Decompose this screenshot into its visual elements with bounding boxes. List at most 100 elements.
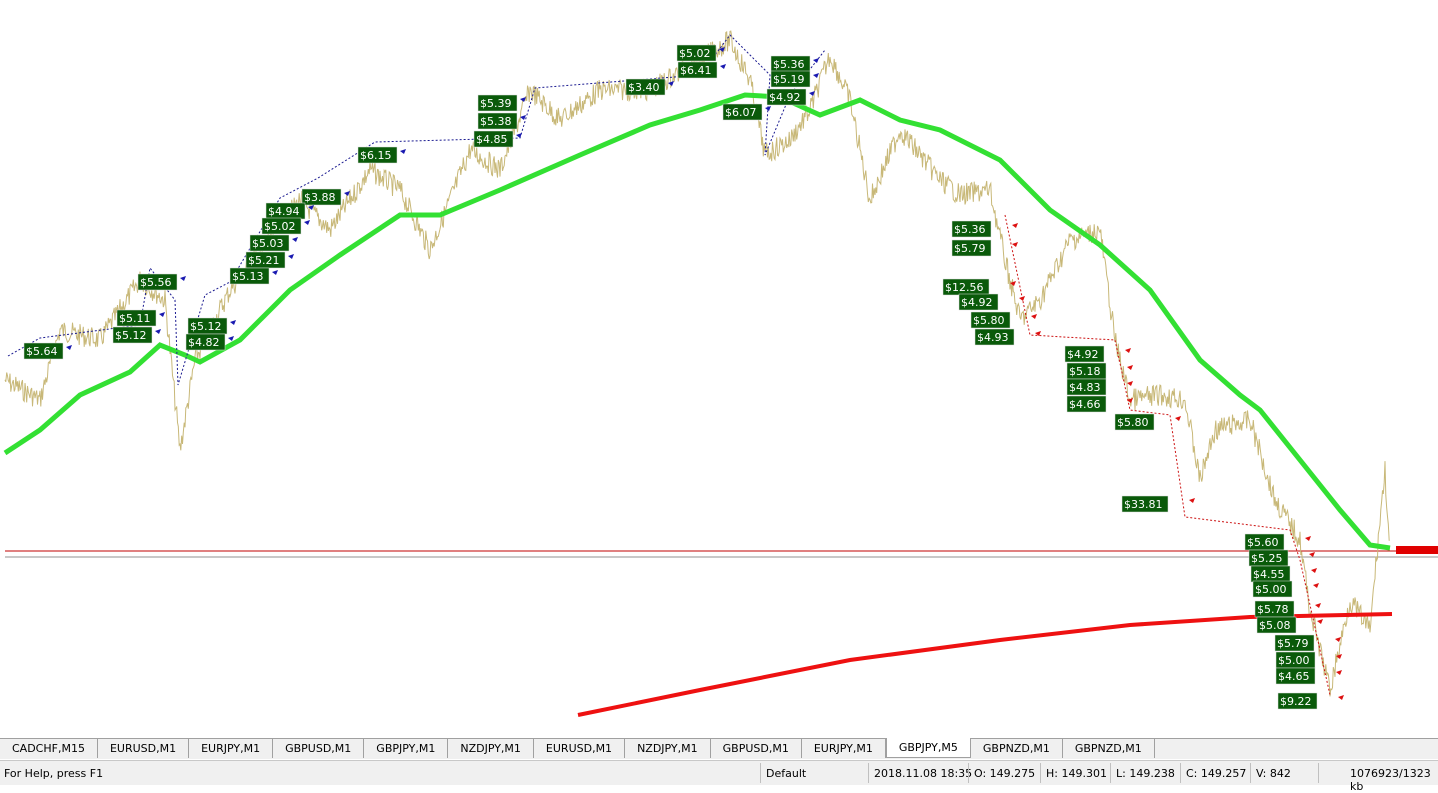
trade-label-box <box>958 293 999 311</box>
moving-average-fast <box>3 92 1391 551</box>
trade-label-box <box>1275 667 1316 685</box>
trade-label-box <box>1277 692 1318 710</box>
sell-arrow <box>1309 552 1315 557</box>
trade-label: $5.12 <box>115 329 147 342</box>
sell-arrow <box>1305 536 1311 541</box>
buy-arrow <box>180 276 186 281</box>
chart-tab[interactable]: EURJPY,M1 <box>802 739 886 758</box>
chart-tab[interactable]: GBPJPY,M5 <box>885 738 971 758</box>
chart-tab[interactable]: EURUSD,M1 <box>534 739 626 758</box>
trade-label: $5.02 <box>264 220 296 233</box>
chart-tab[interactable]: GBPNZD,M1 <box>971 739 1063 758</box>
sell-arrow <box>1175 416 1181 421</box>
price-line <box>4 30 1390 697</box>
sell-arrow <box>1336 670 1342 675</box>
sell-arrow <box>1031 314 1037 319</box>
trade-label: $4.94 <box>268 205 300 218</box>
sell-arrow <box>1336 654 1342 659</box>
chart-tab[interactable]: GBPUSD,M1 <box>273 739 365 758</box>
trade-label-box <box>770 70 811 88</box>
chart-tab[interactable]: EURUSD,M1 <box>98 739 190 758</box>
trade-label: $5.19 <box>773 73 805 86</box>
trade-label: $6.15 <box>360 149 392 162</box>
sell-arrow <box>1315 603 1321 608</box>
buy-arrow <box>308 205 314 210</box>
buy-arrow <box>719 47 725 52</box>
trade-label: $5.80 <box>973 314 1005 327</box>
chart-tab[interactable]: GBPNZD,M1 <box>1063 739 1155 758</box>
trade-label: $4.66 <box>1069 398 1101 411</box>
sell-arrow <box>1127 365 1133 370</box>
chart-tab[interactable]: EURJPY,M1 <box>189 739 274 758</box>
trade-label-box <box>1066 395 1107 413</box>
trade-label: $5.21 <box>248 254 280 267</box>
trade-label: $4.85 <box>476 133 508 146</box>
sell-arrow <box>1335 637 1341 642</box>
buy-arrow <box>813 58 819 63</box>
status-bar: For Help, press F1 Default 2018.11.08 18… <box>0 760 1438 793</box>
chart-tab[interactable]: CADCHF,M15 <box>0 739 98 758</box>
trade-label: $3.40 <box>628 81 660 94</box>
buy-arrow <box>813 73 819 78</box>
buy-arrow <box>159 312 165 317</box>
sell-arrow <box>1317 619 1323 624</box>
tab-bar: CADCHF,M15 EURUSD,M1 EURJPY,M1 GBPUSD,M1 GBP… <box>0 738 1438 759</box>
trade-label-box <box>477 112 518 130</box>
trade-label: $5.60 <box>1247 536 1279 549</box>
trade-label-box <box>185 333 226 351</box>
trade-label: $6.07 <box>725 106 757 119</box>
close-price: C: 149.257 <box>1186 767 1247 780</box>
trade-label: $5.25 <box>1251 552 1283 565</box>
chart-tab[interactable]: NZDJPY,M1 <box>448 739 534 758</box>
trade-label: $5.79 <box>1277 637 1309 650</box>
trade-label-box <box>229 267 270 285</box>
buy-arrow <box>66 345 72 350</box>
trade-label-box <box>1064 345 1105 363</box>
buy-arrow <box>720 64 726 69</box>
chart-tab[interactable]: GBPJPY,M1 <box>364 739 449 758</box>
sell-arrow <box>1019 296 1025 301</box>
trade-label: $9.22 <box>1280 695 1312 708</box>
buy-arrow <box>292 237 298 242</box>
sell-arrow <box>1189 498 1195 503</box>
trade-label: $5.03 <box>252 237 284 250</box>
trade-label-box <box>357 146 398 164</box>
trade-label: $4.82 <box>188 336 220 349</box>
trade-label: $5.36 <box>773 58 805 71</box>
trade-label-box <box>1066 378 1107 396</box>
trade-label-box <box>625 78 666 96</box>
trade-label-box <box>951 239 992 257</box>
trade-label-box <box>722 103 763 121</box>
trade-label-box <box>677 61 718 79</box>
buy-arrow <box>228 336 234 341</box>
trade-label: $5.79 <box>954 242 986 255</box>
trade-label-box <box>301 188 342 206</box>
trade-label-box <box>116 309 157 327</box>
profile: Default <box>766 767 807 780</box>
trade-label: $6.41 <box>680 64 712 77</box>
sell-arrow <box>1010 281 1016 286</box>
chart: $5.02 $6.41 $5.36 $5.19 $4.92 $6.07 $3.40 $5.39… <box>3 30 1438 717</box>
trade-label: $5.56 <box>140 276 172 289</box>
sell-arrow <box>1125 348 1131 353</box>
trade-label-box <box>249 234 290 252</box>
chart-tab[interactable]: GBPUSD,M1 <box>711 739 802 758</box>
trade-label-box <box>676 44 717 62</box>
trade-label-box <box>766 88 807 106</box>
chart-tab[interactable]: NZDJPY,M1 <box>625 739 711 758</box>
trade-label: $4.55 <box>1253 568 1285 581</box>
trade-label-box <box>1274 634 1315 652</box>
buy-arrow <box>155 329 161 334</box>
trade-label: $5.78 <box>1257 603 1289 616</box>
trade-label-box <box>23 342 64 360</box>
open-price: O: 149.275 <box>974 767 1036 780</box>
buy-arrow <box>272 270 278 275</box>
trade-label-box <box>1252 580 1293 598</box>
trade-label-box <box>1256 616 1297 634</box>
low-price: L: 149.238 <box>1116 767 1175 780</box>
sell-arrow <box>1012 242 1018 247</box>
trade-label: $12.56 <box>945 281 984 294</box>
sell-arrow <box>1127 381 1133 386</box>
trade-label: $5.18 <box>1069 365 1101 378</box>
